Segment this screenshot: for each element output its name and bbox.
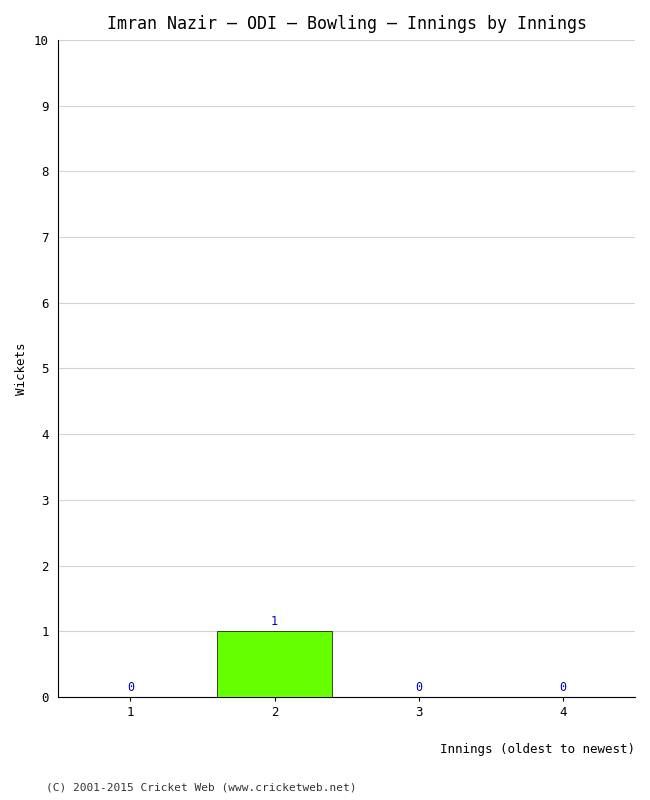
Text: 0: 0 [560,681,566,694]
Text: 1: 1 [271,615,278,628]
Text: 0: 0 [127,681,134,694]
Bar [217,631,332,697]
Title: Imran Nazir – ODI – Bowling – Innings by Innings: Imran Nazir – ODI – Bowling – Innings by… [107,15,587,33]
Y-axis label: Wickets: Wickets [15,342,28,394]
Text: Innings (oldest to newest): Innings (oldest to newest) [440,743,635,756]
Text: (C) 2001-2015 Cricket Web (www.cricketweb.net): (C) 2001-2015 Cricket Web (www.cricketwe… [46,782,356,792]
Text: 0: 0 [415,681,423,694]
